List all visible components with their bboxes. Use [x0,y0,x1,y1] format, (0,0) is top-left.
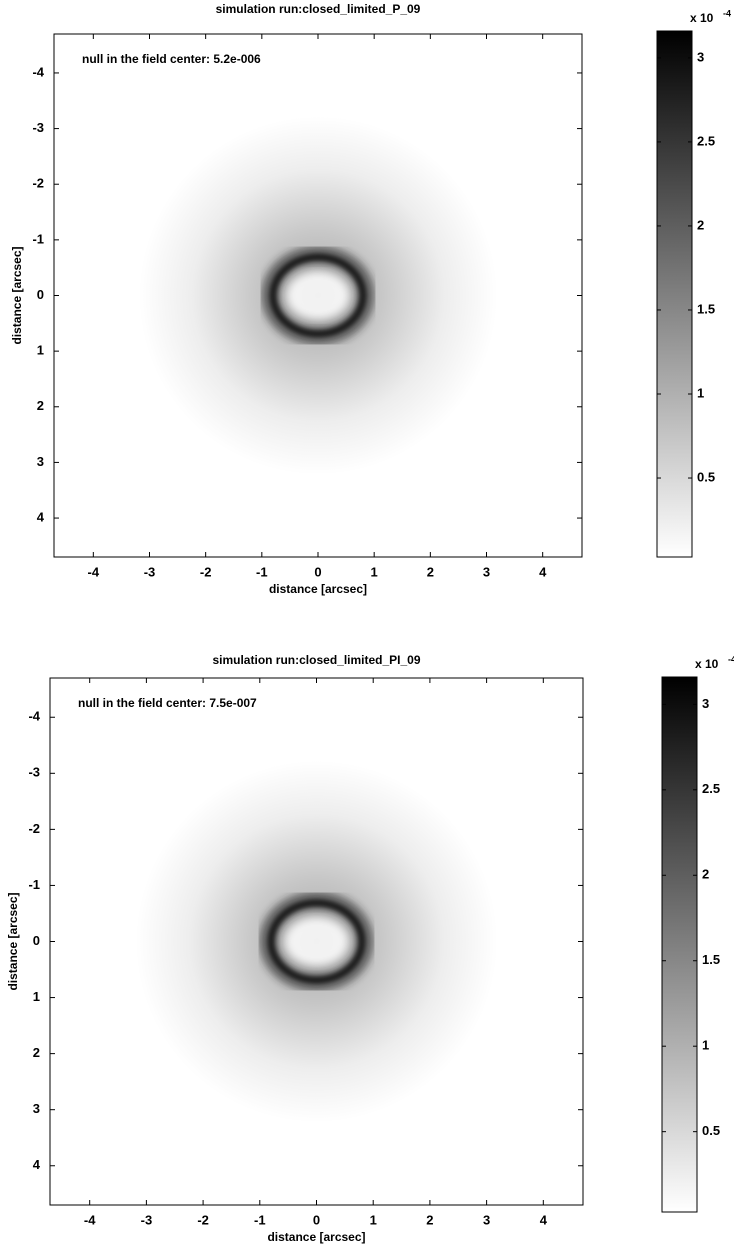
colorbar-scale-base: x 10 [690,11,714,25]
x-tick-label: -1 [256,564,268,579]
colorbar-scale-exponent: -4 [728,654,734,664]
y-tick-label: 2 [33,1045,40,1060]
x-tick-label: 4 [539,564,547,579]
x-tick-label: -3 [144,564,156,579]
colorbar-tick-label: 1 [702,1038,709,1053]
y-tick-label: -4 [32,64,44,79]
y-tick-label: -4 [28,709,40,724]
x-tick-label: 1 [371,564,378,579]
x-tick-label: -1 [254,1212,266,1227]
colorbar-tick-label: 2 [702,867,709,882]
x-tick-label: -4 [88,564,100,579]
y-tick-label: 3 [37,454,44,469]
colorbar-scale-exponent: -4 [723,8,731,18]
image-center [285,917,348,966]
x-tick-label: -3 [141,1212,153,1227]
chart-title: simulation run:closed_limited_PI_09 [212,653,420,667]
y-tick-label: 0 [37,287,44,302]
x-tick-label: 2 [426,1212,433,1227]
x-tick-label: -2 [197,1212,209,1227]
y-axis-label: distance [arcsec] [6,892,20,990]
y-tick-label: 0 [33,933,40,948]
chart-title: simulation run:closed_limited_P_09 [216,2,421,16]
colorbar-tick-label: 2.5 [697,133,715,148]
colorbar-tick-label: 2 [697,217,704,232]
y-tick-label: 4 [33,1157,41,1172]
x-axis-label: distance [arcsec] [267,1230,365,1244]
colorbar [661,676,698,1213]
y-tick-label: 4 [37,509,45,524]
y-tick-label: 1 [37,343,44,358]
colorbar-scale-base: x 10 [695,657,719,671]
image-ring-core [267,899,366,984]
x-tick-label: 0 [313,1212,320,1227]
y-tick-label: -1 [32,231,44,246]
x-tick-label: -2 [200,564,212,579]
x-tick-label: 0 [314,564,321,579]
colorbar-tick-label: 1.5 [702,952,720,967]
x-tick-label: 3 [483,1212,490,1227]
x-tick-label: 2 [427,564,434,579]
image-center [287,271,349,320]
x-tick-label: -4 [84,1212,96,1227]
y-tick-label: -2 [28,821,40,836]
y-tick-label: -3 [28,765,40,780]
colorbar [656,30,693,558]
y-tick-label: 3 [33,1101,40,1116]
colorbar-tick-label: 3 [697,49,704,64]
y-tick-label: -1 [28,877,40,892]
colorbar-tick-label: 0.5 [702,1123,720,1138]
colorbar-tick-label: 0.5 [697,469,715,484]
x-tick-label: 1 [370,1212,377,1227]
colorbar-tick-label: 3 [702,696,709,711]
colorbar-tick-label: 1 [697,385,704,400]
y-tick-label: -3 [32,120,44,135]
image-ring-core [269,253,367,338]
annotation: null in the field center: 5.2e-006 [82,52,261,66]
y-axis-label: distance [arcsec] [10,246,24,344]
annotation: null in the field center: 7.5e-007 [78,696,257,710]
x-tick-label: 3 [483,564,490,579]
colorbar-tick-label: 2.5 [702,781,720,796]
y-tick-label: 1 [33,989,40,1004]
x-axis-label: distance [arcsec] [269,582,367,596]
colorbar-tick-label: 1.5 [697,301,715,316]
x-tick-label: 4 [540,1212,548,1227]
y-tick-label: -2 [32,176,44,191]
y-tick-label: 2 [37,398,44,413]
